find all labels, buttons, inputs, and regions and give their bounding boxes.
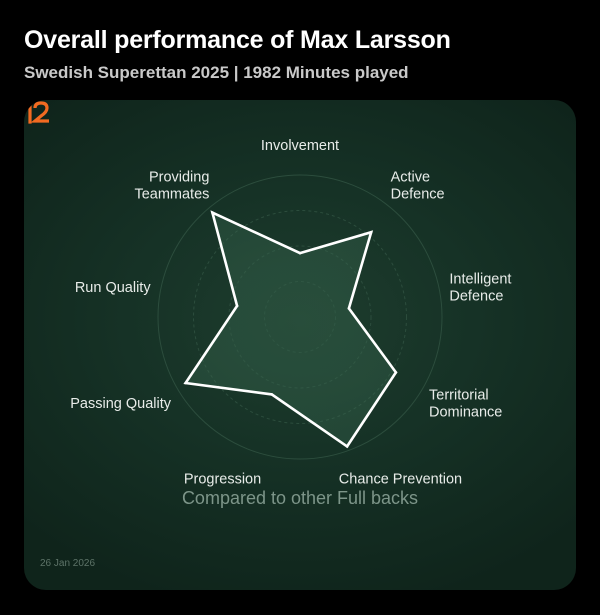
radar-point-4 xyxy=(345,445,349,448)
radar-axis-label-4: Chance Prevention xyxy=(339,472,462,488)
radar-series xyxy=(183,210,398,449)
radar-point-1 xyxy=(369,230,373,234)
radar-ring-3 xyxy=(193,210,407,424)
radar-ring-4 xyxy=(157,174,443,460)
radar-point-0 xyxy=(298,251,302,255)
twelve-logo-icon xyxy=(24,100,49,124)
page-title: Overall performance of Max Larsson xyxy=(24,26,451,54)
radar-series-polygon xyxy=(183,210,398,449)
radar-axis-label-0: Involvement xyxy=(261,138,339,154)
radar-axis-label-6: Passing Quality xyxy=(70,396,171,412)
radar-axis-label-1: Active Defence xyxy=(391,170,445,203)
radar-chart: Involvement Active Defence Intelligent Defen… xyxy=(70,138,511,488)
radar-axis-label-3: Territorial Dominance xyxy=(429,388,502,421)
page-subtitle: Swedish Superettan 2025 | 1982 Minutes p… xyxy=(24,63,409,82)
date-label: 26 Jan 2026 xyxy=(40,558,96,569)
radar-axis-labels: Involvement Active Defence Intelligent Defen… xyxy=(70,138,511,488)
radar-axis-label-8: Providing Teammates xyxy=(134,170,209,203)
radar-point-2 xyxy=(347,307,351,310)
radar-axis-label-5: Progression xyxy=(184,472,261,488)
chart-card: Involvement Active Defence Intelligent Defen… xyxy=(24,100,576,590)
radar-point-7 xyxy=(235,304,239,308)
comparison-note: Compared to other Full backs xyxy=(181,488,419,508)
radar-point-6 xyxy=(184,381,187,385)
radar-point-8 xyxy=(211,211,214,214)
radar-point-5 xyxy=(270,393,274,396)
radar-axis-label-2: Intelligent Defence xyxy=(449,272,511,305)
radar-point-3 xyxy=(394,371,398,374)
radar-axis-label-7: Run Quality xyxy=(75,280,152,296)
